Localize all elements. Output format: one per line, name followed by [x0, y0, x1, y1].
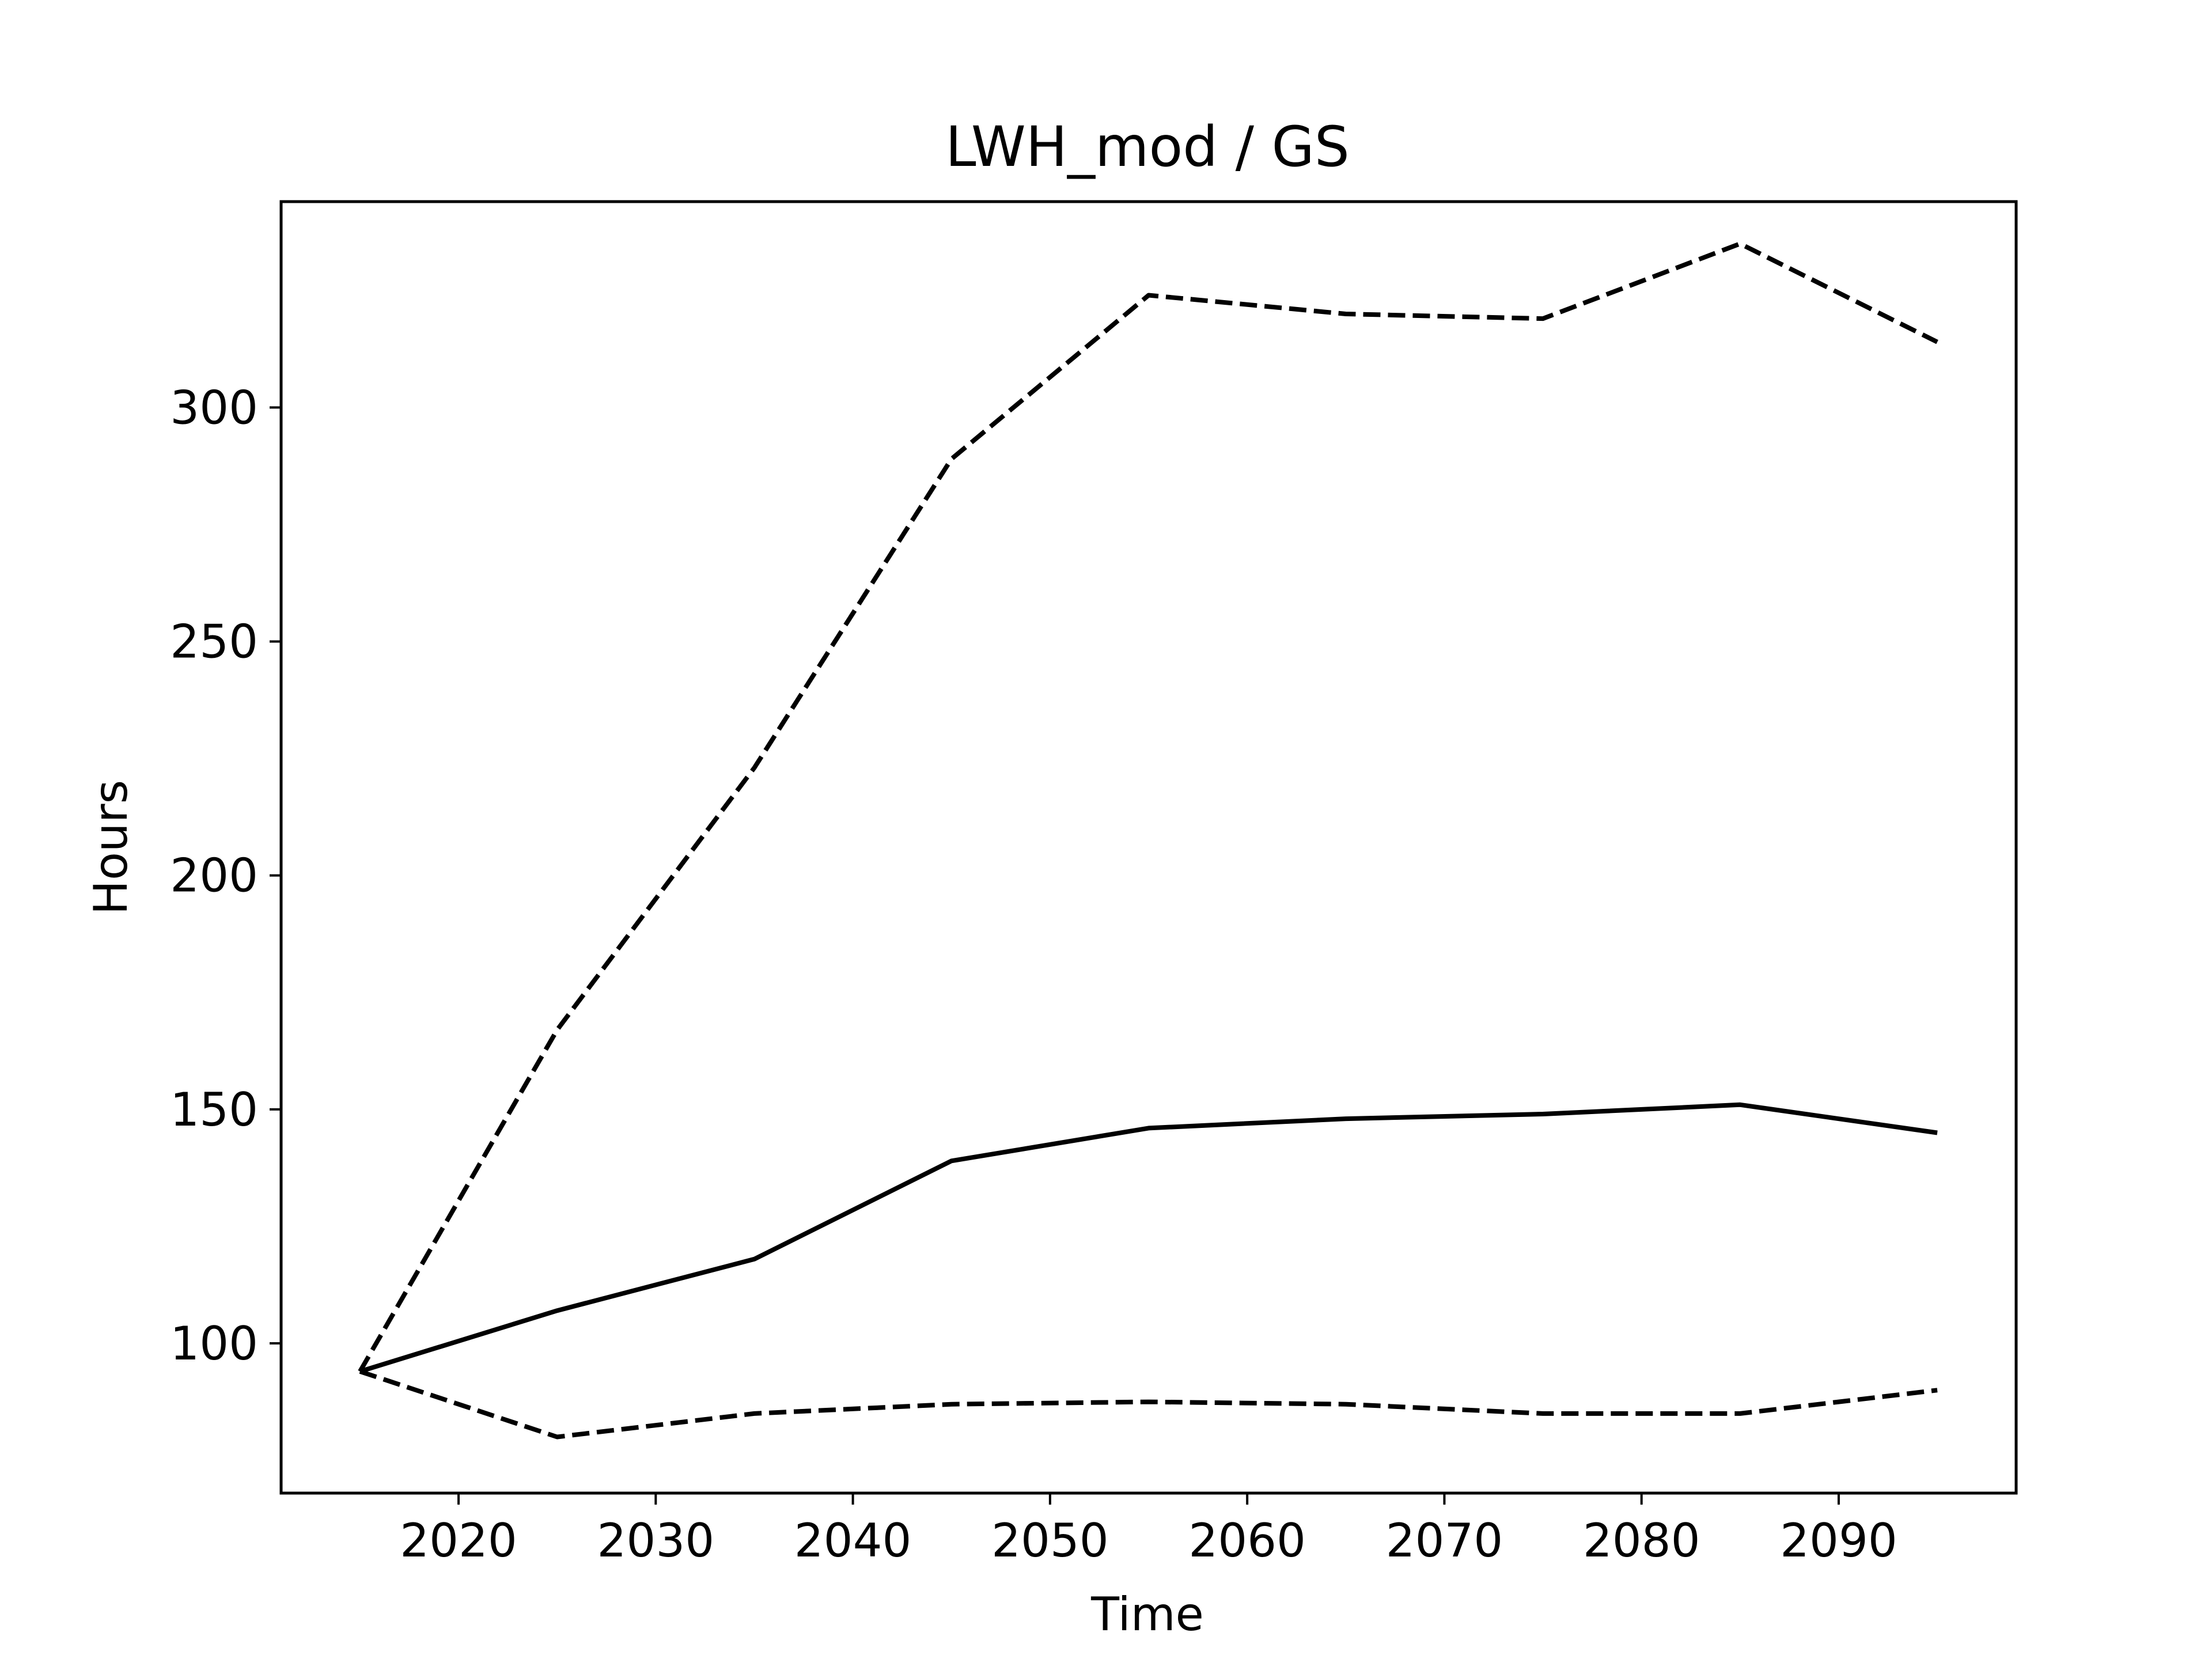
plot-area-frame — [279, 200, 2018, 1495]
chart-title: LWH_mod / GS — [945, 115, 1350, 179]
x-tick-label: 2090 — [1780, 1514, 1897, 1567]
x-tick-label: 2080 — [1583, 1514, 1700, 1567]
x-axis-label: Time — [1090, 1588, 1204, 1641]
x-tick-label: 2030 — [597, 1514, 715, 1567]
x-tick-label: 2040 — [794, 1514, 912, 1567]
y-tick-label: 150 — [170, 1083, 258, 1137]
x-tick-label: 2060 — [1188, 1514, 1306, 1567]
x-tick-label: 2070 — [1386, 1514, 1503, 1567]
y-axis-label: Hours — [84, 780, 138, 915]
y-tick-label: 200 — [170, 849, 258, 903]
y-tick-label: 100 — [170, 1317, 258, 1370]
y-tick-label: 300 — [170, 381, 258, 434]
x-tick-label: 2020 — [400, 1514, 517, 1567]
ticks: 2020 2030 2040 2050 2060 2070 2080 2090 100 150 20… — [170, 381, 1897, 1567]
series-lines — [358, 241, 1938, 1440]
y-tick-label: 250 — [170, 615, 258, 669]
x-tick-label: 2050 — [991, 1514, 1109, 1567]
